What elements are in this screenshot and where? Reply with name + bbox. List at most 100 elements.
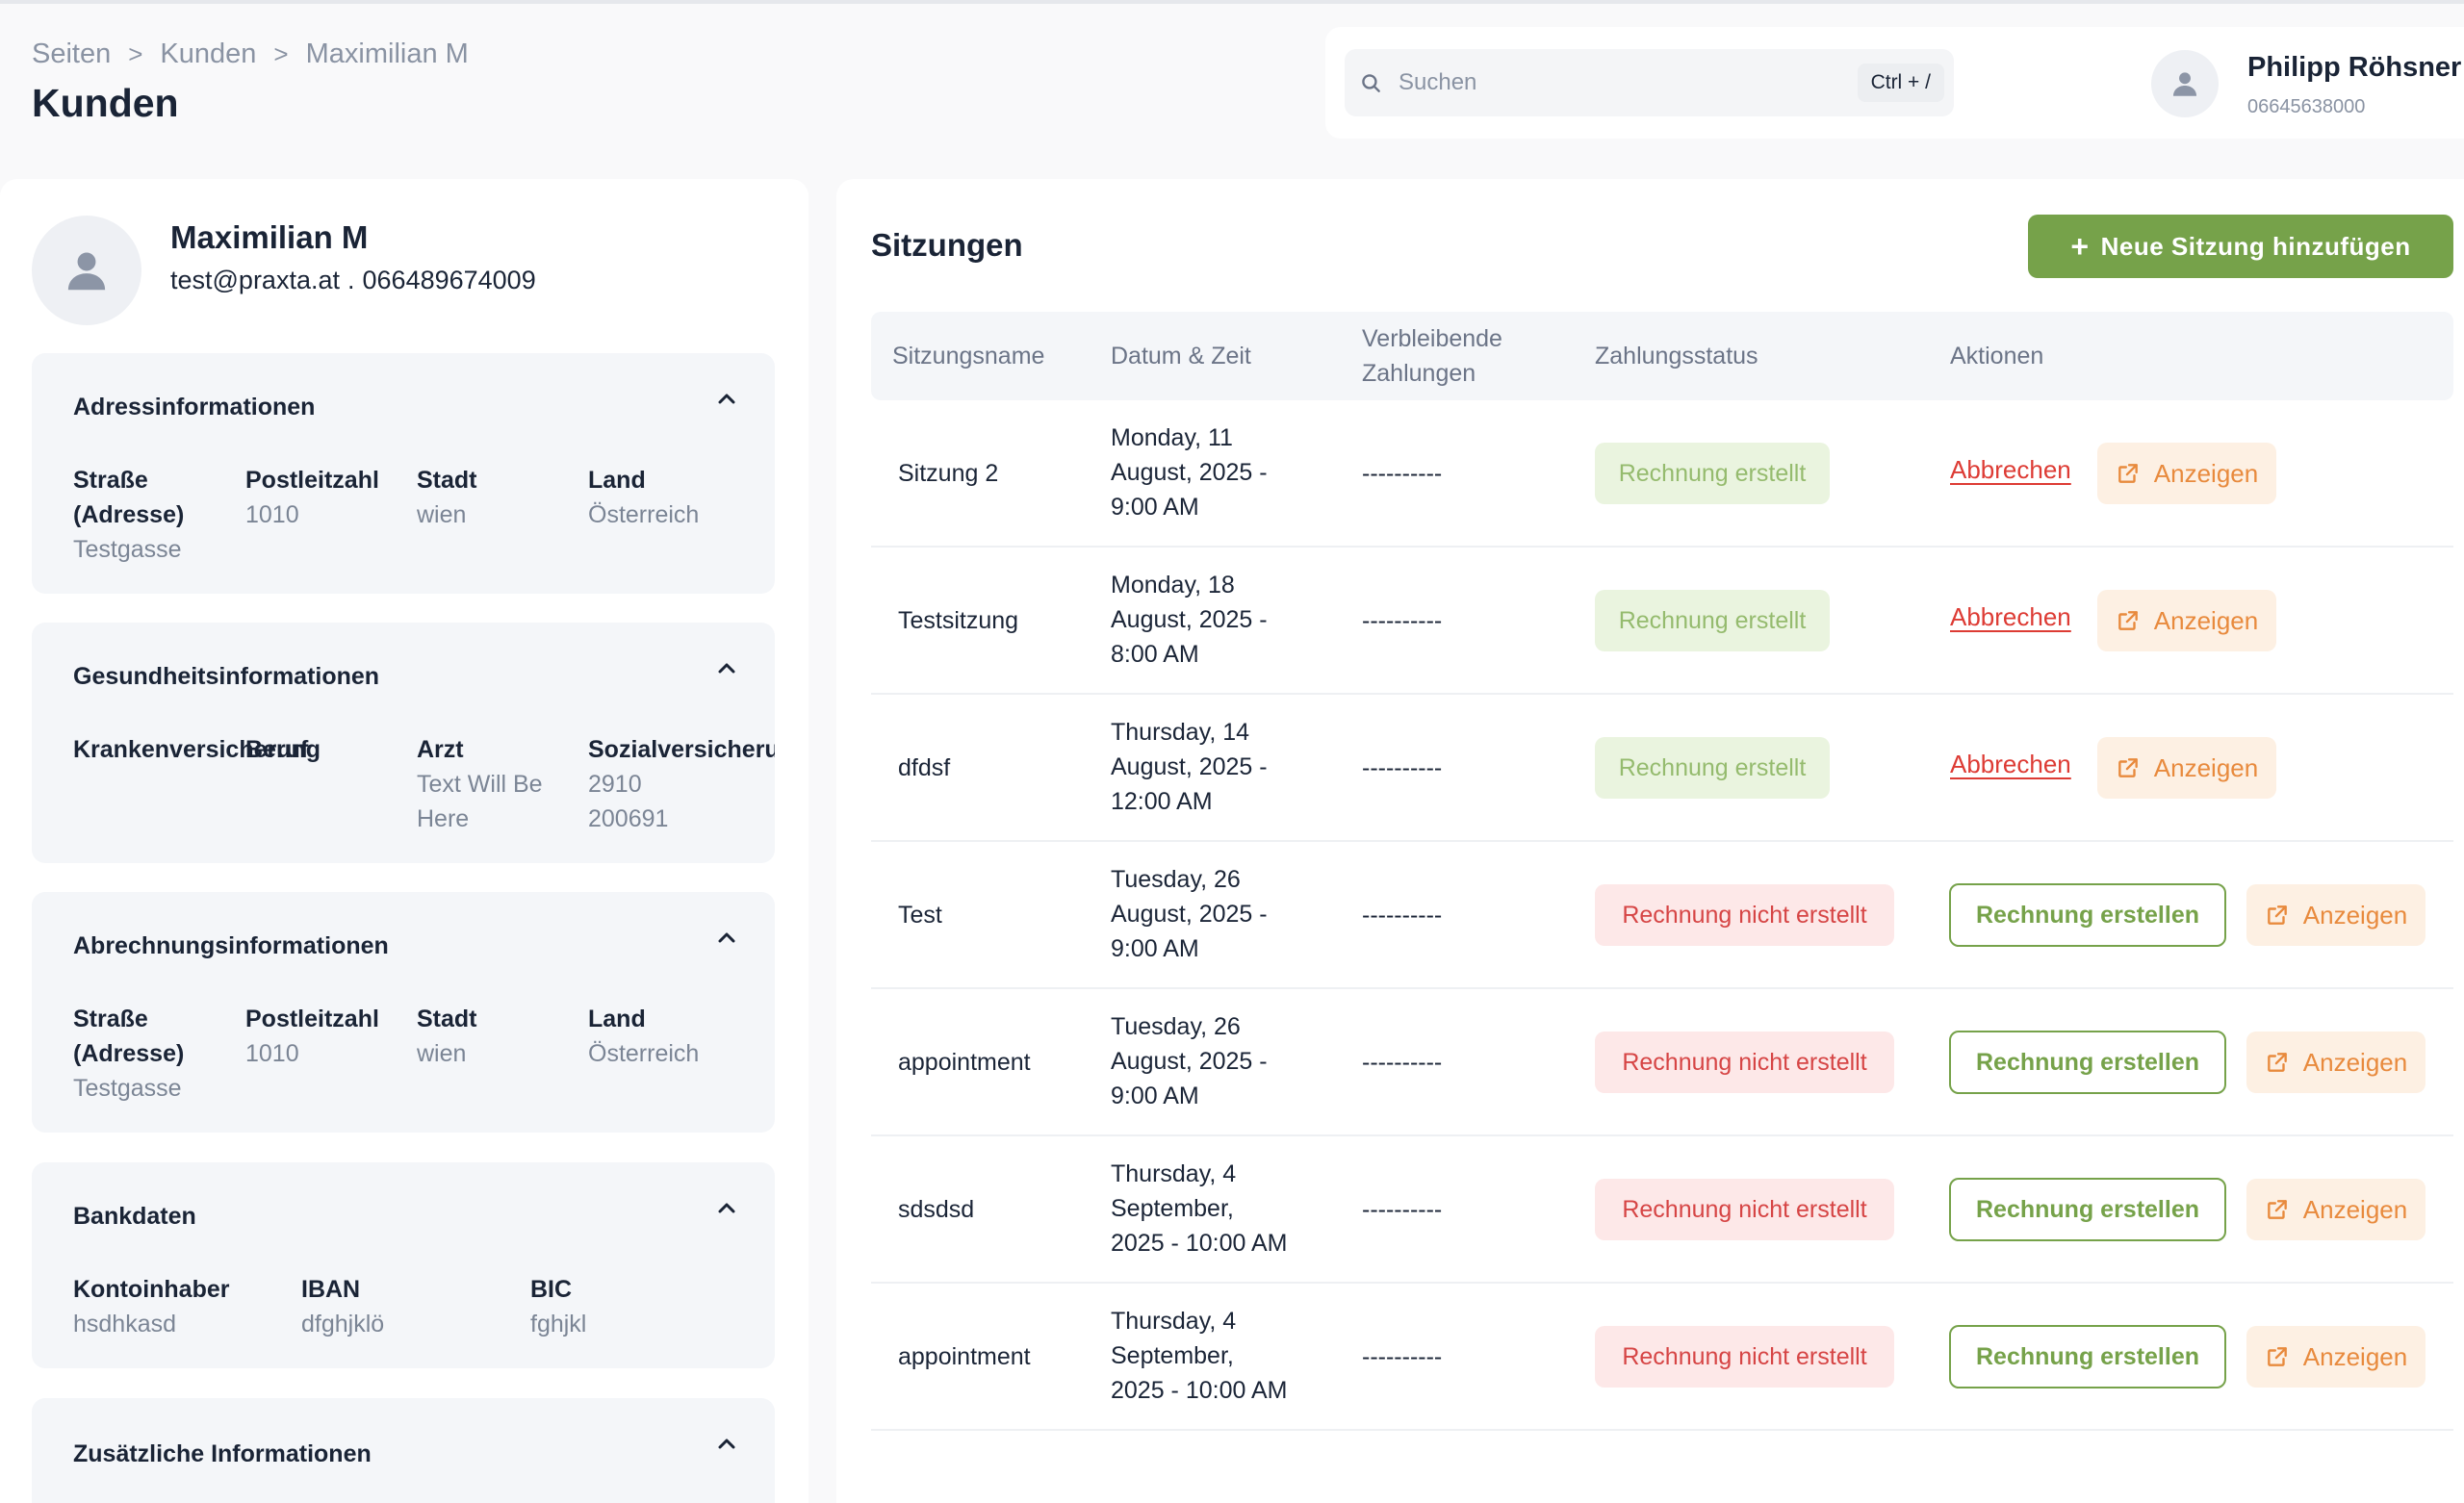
card-title: Gesundheitsinformationen	[73, 663, 380, 690]
field-value: Testgasse	[73, 1075, 182, 1102]
breadcrumb-item-kunden[interactable]: Kunden	[160, 38, 257, 69]
chevron-up-icon[interactable]	[715, 657, 738, 680]
status-badge: Rechnung nicht erstellt	[1595, 1032, 1894, 1093]
date-line: Thursday, 4	[1111, 1160, 1237, 1187]
search-box[interactable]: Ctrl + /	[1345, 49, 1954, 116]
field-label: Stadt	[417, 1006, 477, 1032]
session-name: appointment	[898, 1343, 1031, 1370]
view-button[interactable]: Anzeigen	[2246, 1326, 2426, 1388]
field-label: Postleitzahl	[245, 1006, 379, 1032]
remaining-payments: ----------	[1362, 1343, 1443, 1370]
additional-info-card: Zusätzliche Informationen	[32, 1398, 775, 1503]
field-job: Beruf	[245, 732, 308, 767]
date-line: September,	[1111, 1342, 1234, 1369]
status-badge: Rechnung erstellt	[1595, 737, 1830, 799]
session-name: sdsdsd	[898, 1196, 975, 1223]
add-session-button[interactable]: + Neue Sitzung hinzufügen	[2028, 215, 2453, 278]
cancel-link[interactable]: Abbrechen	[1950, 455, 2071, 484]
date-line: September,	[1111, 1195, 1234, 1222]
session-name: Testsitzung	[898, 607, 1019, 634]
status-badge: Rechnung nicht erstellt	[1595, 884, 1894, 946]
create-invoice-button[interactable]: Rechnung erstellen	[1949, 1178, 2226, 1241]
remaining-payments: ----------	[1362, 460, 1443, 487]
field-label: IBAN	[301, 1276, 361, 1303]
table-row: appointment Thursday, 4 September, 2025 - 1…	[871, 1284, 2453, 1431]
date-line: August, 2025 -	[1111, 1048, 1268, 1075]
bank-info-card: Bankdaten Kontoinhaber hsdhkasd IBAN dfg…	[32, 1162, 775, 1368]
field-doctor: Arzt Text Will Be Here	[417, 732, 571, 836]
session-name: Sitzung 2	[898, 460, 999, 487]
field-zip: Postleitzahl 1010	[245, 463, 379, 532]
date-line: August, 2025 -	[1111, 606, 1268, 633]
table-row: appointment Tuesday, 26 August, 2025 - 9:00…	[871, 989, 2453, 1136]
date-line: Monday, 11	[1111, 424, 1233, 451]
view-button[interactable]: Anzeigen	[2246, 1179, 2426, 1240]
chevron-up-icon[interactable]	[715, 1197, 738, 1220]
sessions-title: Sitzungen	[871, 227, 1023, 263]
table-row: sdsdsd Thursday, 4 September, 2025 - 10:00 …	[871, 1136, 2453, 1284]
view-label: Anzeigen	[2153, 458, 2259, 488]
page-title: Kunden	[32, 81, 179, 125]
session-name: Test	[898, 902, 942, 929]
field-value: wien	[417, 501, 467, 528]
chevron-up-icon[interactable]	[715, 1433, 738, 1456]
field-label: Straße (Adresse)	[73, 467, 185, 528]
breadcrumb-item-seiten[interactable]: Seiten	[32, 38, 112, 69]
cancel-link[interactable]: Abbrechen	[1950, 750, 2071, 778]
field-country: Land Österreich	[588, 463, 699, 532]
session-datetime: Monday, 11 August, 2025 - 9:00 AM	[1111, 420, 1268, 524]
session-datetime: Thursday, 4 September, 2025 - 10:00 AM	[1111, 1157, 1287, 1261]
chevron-up-icon[interactable]	[715, 927, 738, 950]
session-datetime: Monday, 18 August, 2025 - 8:00 AM	[1111, 568, 1268, 672]
field-value: hsdhkasd	[73, 1311, 177, 1337]
view-button[interactable]: Anzeigen	[2246, 884, 2426, 946]
session-datetime: Thursday, 4 September, 2025 - 10:00 AM	[1111, 1304, 1287, 1408]
date-line: Thursday, 4	[1111, 1308, 1237, 1335]
date-line: Tuesday, 26	[1111, 1013, 1241, 1040]
external-link-icon	[2267, 1347, 2287, 1366]
create-invoice-button[interactable]: Rechnung erstellen	[1949, 1325, 2226, 1388]
date-line: 9:00 AM	[1111, 935, 1199, 962]
create-invoice-button[interactable]: Rechnung erstellen	[1949, 883, 2226, 947]
view-button[interactable]: Anzeigen	[2246, 1032, 2426, 1093]
date-line: 12:00 AM	[1111, 788, 1213, 815]
search-input[interactable]	[1399, 63, 1803, 103]
client-email: test@praxta.at	[170, 266, 340, 294]
column-header-date-time: Datum & Zeit	[1111, 343, 1251, 369]
field-value: 1010	[245, 1040, 299, 1067]
address-info-card: Adressinformationen Straße (Adresse) Tes…	[32, 353, 775, 594]
view-button[interactable]: Anzeigen	[2097, 737, 2276, 799]
field-iban: IBAN dfghjklö	[301, 1272, 384, 1341]
external-link-icon	[2118, 464, 2138, 483]
view-label: Anzeigen	[2302, 900, 2408, 930]
date-line: 2025 - 10:00 AM	[1111, 1230, 1288, 1257]
field-country: Land Österreich	[588, 1002, 699, 1071]
external-link-icon	[2267, 1200, 2287, 1219]
field-city: Stadt wien	[417, 1002, 477, 1071]
date-line: Tuesday, 26	[1111, 866, 1241, 893]
session-name: dfdsf	[898, 754, 951, 781]
field-value: 1010	[245, 501, 299, 528]
create-invoice-button[interactable]: Rechnung erstellen	[1949, 1031, 2226, 1094]
field-zip: Postleitzahl 1010	[245, 1002, 379, 1071]
date-line: 2025 - 10:00 AM	[1111, 1377, 1288, 1404]
status-badge: Rechnung nicht erstellt	[1595, 1179, 1894, 1240]
view-label: Anzeigen	[2302, 1194, 2408, 1224]
table-row: Test Tuesday, 26 August, 2025 - 9:00 AM ----…	[871, 842, 2453, 989]
user-avatar[interactable]	[2151, 50, 2219, 117]
field-label: Krankenversicherung	[73, 736, 321, 763]
view-button[interactable]: Anzeigen	[2097, 590, 2276, 651]
view-button[interactable]: Anzeigen	[2097, 443, 2276, 504]
field-label: Sozialversicherung	[588, 736, 775, 763]
field-label: Arzt	[417, 736, 464, 763]
field-account-holder: Kontoinhaber hsdhkasd	[73, 1272, 230, 1341]
cancel-link[interactable]: Abbrechen	[1950, 602, 2071, 631]
date-line: August, 2025 -	[1111, 753, 1268, 780]
column-header-remaining-payments: Verbleibende Zahlungen	[1362, 325, 1502, 387]
external-link-icon	[2267, 905, 2287, 925]
search-icon	[1362, 74, 1380, 92]
remaining-payments: ----------	[1362, 607, 1443, 634]
chevron-up-icon[interactable]	[715, 388, 738, 411]
session-datetime: Tuesday, 26 August, 2025 - 9:00 AM	[1111, 1009, 1268, 1113]
user-icon	[67, 252, 106, 291]
